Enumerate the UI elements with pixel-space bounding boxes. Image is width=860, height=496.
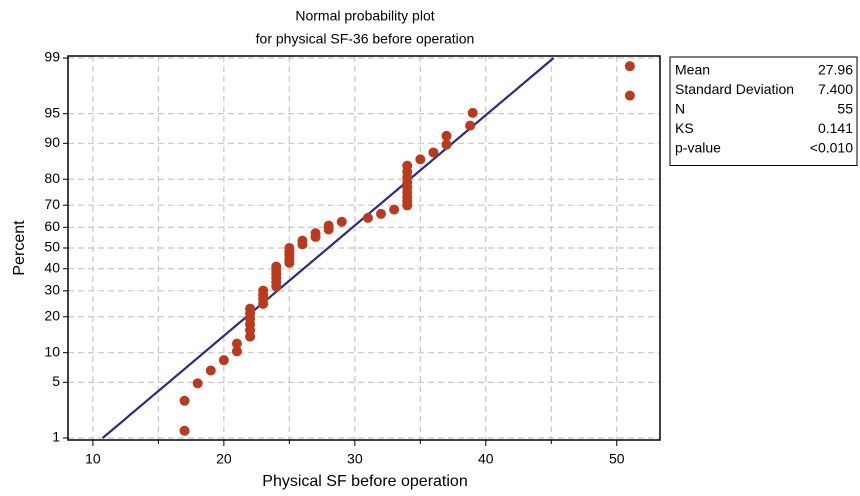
data-point xyxy=(624,90,635,101)
data-point xyxy=(271,261,282,272)
data-point xyxy=(231,338,242,349)
stat-value: 0.141 xyxy=(818,120,853,136)
stat-name: KS xyxy=(675,120,694,136)
x-axis-label: Physical SF before operation xyxy=(262,473,467,490)
y-tick-label: 30 xyxy=(44,282,60,298)
chart-title: Normal probability plot xyxy=(295,8,434,24)
data-point xyxy=(389,204,400,215)
data-point xyxy=(284,243,295,253)
data-point xyxy=(376,208,387,219)
data-point xyxy=(245,303,256,314)
data-point xyxy=(336,216,347,227)
data-point xyxy=(179,425,190,436)
y-tick-label: 99 xyxy=(44,49,60,65)
data-point xyxy=(179,395,190,406)
y-tick-label: 20 xyxy=(44,307,60,323)
data-point xyxy=(323,220,334,231)
data-point xyxy=(297,235,308,246)
y-tick-label: 40 xyxy=(44,259,60,275)
stats-box xyxy=(669,56,858,166)
data-point xyxy=(192,378,203,389)
y-tick-label: 5 xyxy=(52,373,60,389)
data-point xyxy=(218,355,229,366)
data-point xyxy=(428,147,439,158)
stat-value: 27.96 xyxy=(818,62,853,78)
x-tick-label: 10 xyxy=(85,451,101,467)
data-point xyxy=(402,160,413,171)
stat-name: Standard Deviation xyxy=(675,81,794,97)
y-tick-label: 10 xyxy=(44,343,60,359)
data-point xyxy=(467,107,478,118)
data-point xyxy=(441,130,452,141)
data-point xyxy=(415,154,426,165)
y-axis-label: Percent xyxy=(11,220,28,276)
x-tick-label: 30 xyxy=(347,451,363,467)
y-tick-label: 1 xyxy=(52,429,60,445)
stat-name: N xyxy=(675,101,685,117)
stat-name: Mean xyxy=(675,62,710,78)
data-point xyxy=(258,285,269,296)
y-tick-label: 70 xyxy=(44,196,60,212)
data-point xyxy=(362,212,373,223)
x-tick-label: 40 xyxy=(478,451,494,467)
stat-value: 55 xyxy=(837,101,853,117)
y-tick-label: 80 xyxy=(44,170,60,186)
data-point xyxy=(441,139,452,150)
data-point xyxy=(465,120,476,131)
y-tick-label: 90 xyxy=(44,134,60,150)
data-point xyxy=(310,228,321,239)
data-point xyxy=(231,346,242,357)
stat-name: p-value xyxy=(675,140,721,156)
data-point xyxy=(624,61,635,72)
x-tick-label: 50 xyxy=(609,451,625,467)
data-point xyxy=(205,365,216,376)
y-tick-label: 60 xyxy=(44,218,60,234)
y-tick-label: 95 xyxy=(44,104,60,120)
fit-line xyxy=(101,57,555,439)
stat-value: <0.010 xyxy=(810,140,853,156)
chart-subtitle: for physical SF-36 before operation xyxy=(256,31,475,47)
plot-frame xyxy=(67,55,661,441)
x-tick-label: 20 xyxy=(216,451,232,467)
y-tick-label: 50 xyxy=(44,239,60,255)
stat-value: 7.400 xyxy=(818,81,853,97)
